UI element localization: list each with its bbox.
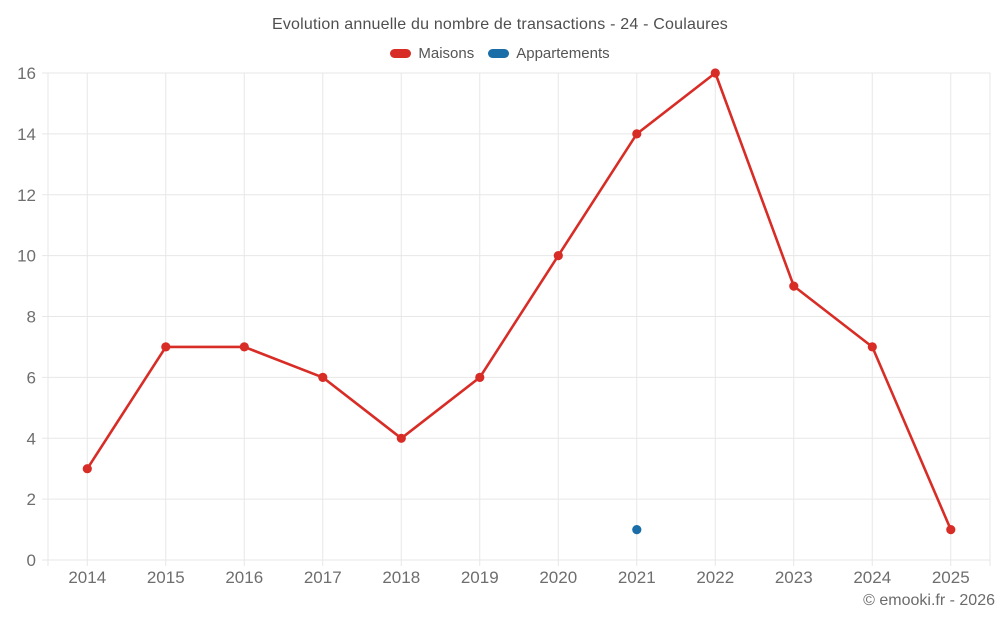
y-axis-label: 12 bbox=[17, 186, 36, 205]
y-axis-label: 16 bbox=[17, 64, 36, 83]
y-axis-label: 0 bbox=[27, 551, 36, 570]
x-axis-label: 2018 bbox=[382, 568, 420, 587]
chart-footer-attribution: © emooki.fr - 2026 bbox=[863, 592, 995, 609]
x-axis-label: 2017 bbox=[304, 568, 342, 587]
legend-item-maisons[interactable]: Maisons bbox=[390, 45, 474, 62]
y-axis-label: 14 bbox=[17, 125, 36, 144]
maisons-point-2023[interactable] bbox=[789, 281, 799, 291]
x-axis-label: 2020 bbox=[539, 568, 577, 587]
maisons-point-2016[interactable] bbox=[239, 342, 249, 352]
x-axis-label: 2014 bbox=[68, 568, 106, 587]
appartements-point-2021[interactable] bbox=[632, 525, 642, 535]
y-axis-label: 4 bbox=[27, 429, 36, 448]
maisons-point-2014[interactable] bbox=[82, 464, 92, 474]
maisons-point-2017[interactable] bbox=[318, 372, 328, 382]
x-axis-label: 2016 bbox=[225, 568, 263, 587]
maisons-point-2019[interactable] bbox=[475, 372, 485, 382]
maisons-point-2015[interactable] bbox=[161, 342, 171, 352]
y-axis-label: 6 bbox=[27, 368, 36, 387]
legend-item-appartements[interactable]: Appartements bbox=[488, 45, 610, 62]
x-axis-label: 2019 bbox=[461, 568, 499, 587]
x-axis-label: 2015 bbox=[147, 568, 185, 587]
maisons-point-2018[interactable] bbox=[396, 433, 406, 443]
x-axis-label: 2024 bbox=[853, 568, 891, 587]
x-axis-label: 2021 bbox=[618, 568, 656, 587]
x-axis-label: 2023 bbox=[775, 568, 813, 587]
legend-label-appartements: Appartements bbox=[516, 45, 610, 62]
maisons-point-2024[interactable] bbox=[867, 342, 877, 352]
maisons-point-2021[interactable] bbox=[632, 129, 642, 139]
x-axis-label: 2022 bbox=[696, 568, 734, 587]
maisons-swatch-icon bbox=[390, 49, 412, 58]
maisons-point-2020[interactable] bbox=[553, 251, 563, 261]
legend: Maisons Appartements bbox=[0, 45, 1000, 62]
y-axis-label: 10 bbox=[17, 247, 36, 266]
appartements-swatch-icon bbox=[488, 49, 510, 58]
x-axis-label: 2025 bbox=[932, 568, 970, 587]
chart-title: Evolution annuelle du nombre de transact… bbox=[271, 16, 729, 33]
maisons-point-2022[interactable] bbox=[710, 68, 720, 78]
maisons-line bbox=[86, 71, 953, 531]
y-axis-label: 8 bbox=[27, 308, 36, 327]
legend-label-maisons: Maisons bbox=[418, 45, 475, 62]
maisons-point-2025[interactable] bbox=[946, 525, 956, 535]
y-axis-label: 2 bbox=[27, 490, 36, 509]
